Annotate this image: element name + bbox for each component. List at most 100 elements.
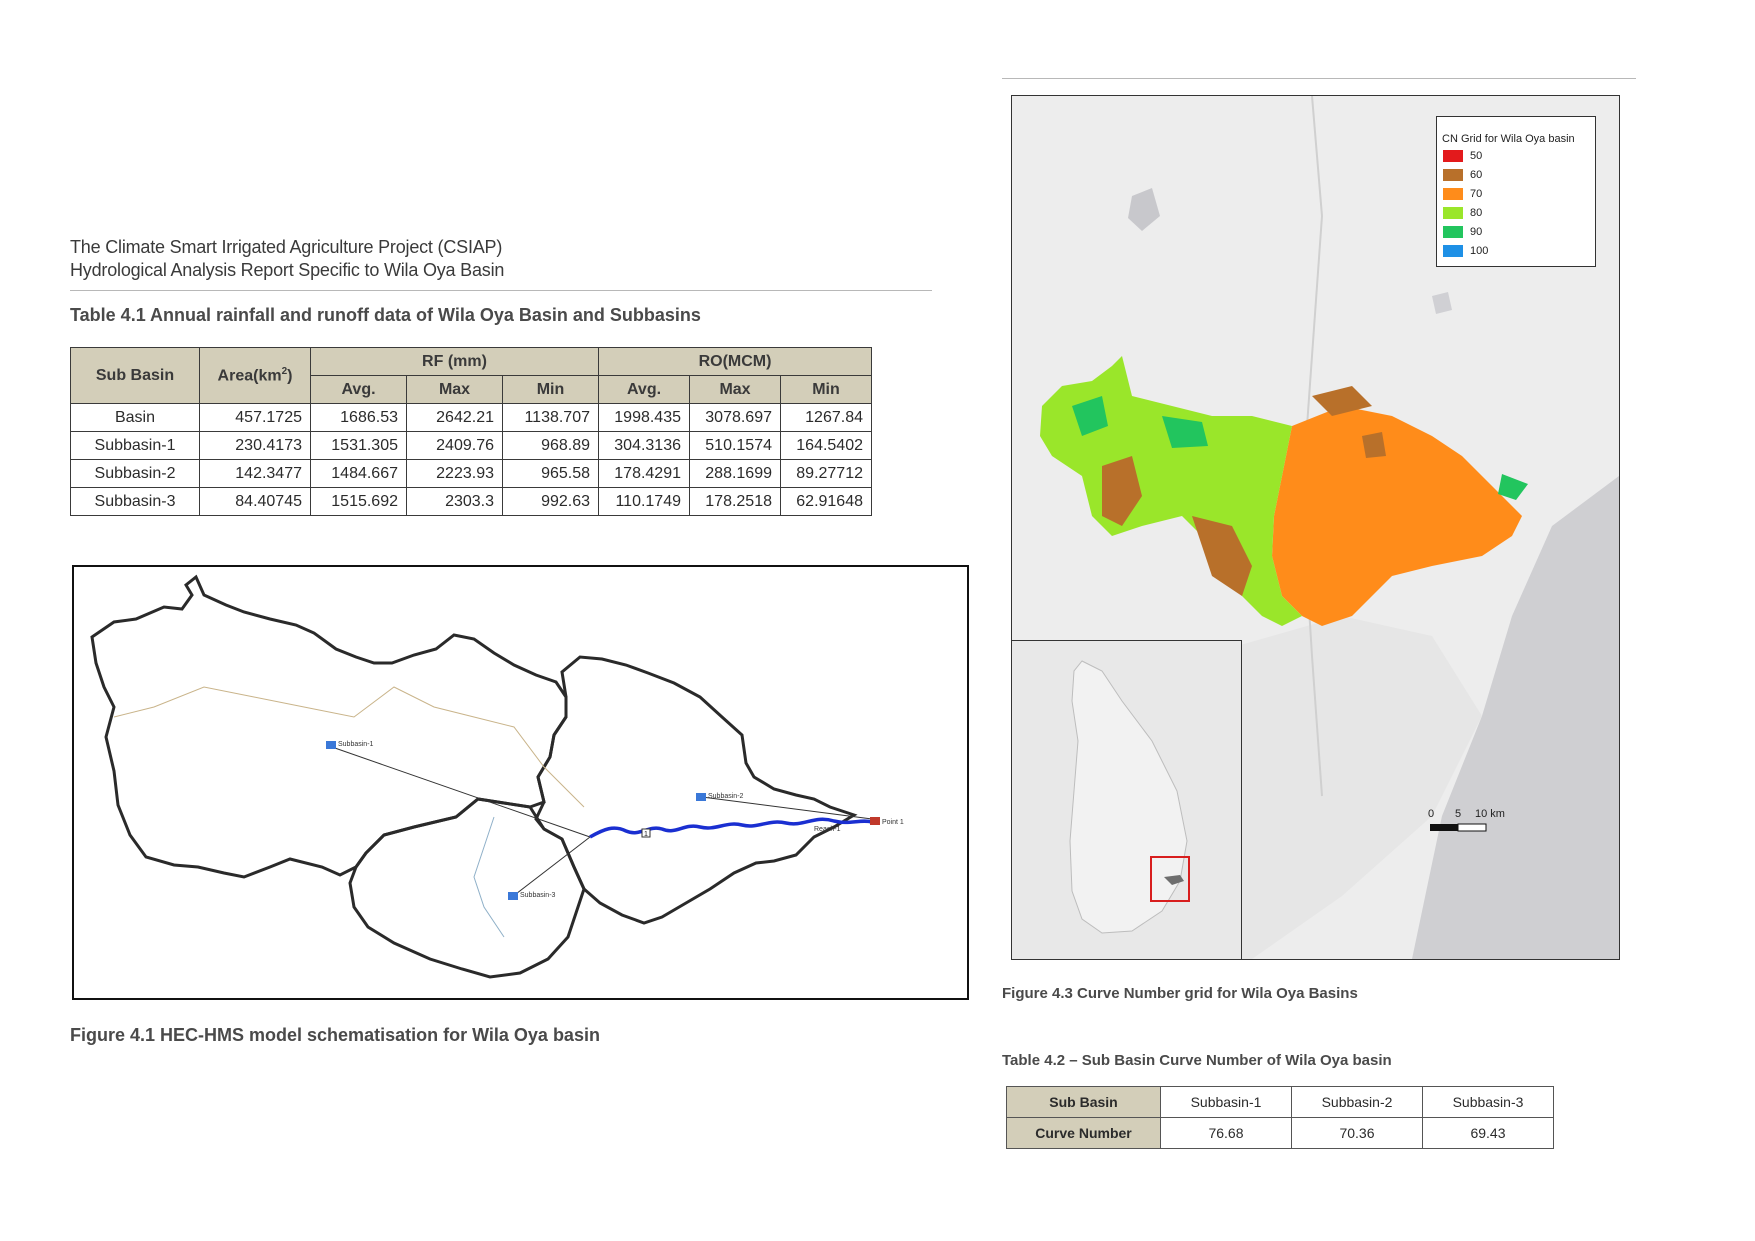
curve-number-header: Curve Number <box>1006 1117 1161 1149</box>
table-row: Basin 457.1725 1686.53 2642.21 1138.707 … <box>70 403 872 432</box>
report-subtitle: Hydrological Analysis Report Specific to… <box>70 260 505 280</box>
subbasin1-icon <box>326 741 336 749</box>
subbasin3-label: Subbasin-3 <box>520 892 556 899</box>
legend-label: 90 <box>1470 226 1483 238</box>
subbasin-name-cell: Subbasin-1 <box>1160 1086 1292 1118</box>
ro-min-header: Min <box>780 375 872 404</box>
sri-lanka-island <box>1069 660 1188 934</box>
hec-hms-schematic-svg: Subbasin-1 Subbasin-2 Subbasin-3 1 Reach… <box>90 574 904 979</box>
ro-max-cell: 178.2518 <box>689 487 781 516</box>
curve-number-cell: 76.68 <box>1160 1117 1292 1149</box>
ro-avg-cell: 178.4291 <box>598 459 690 488</box>
land-shade <box>1202 616 1482 959</box>
col-area: Area(km2) <box>199 347 311 404</box>
subbasin-name-cell: Subbasin-3 <box>1422 1086 1554 1118</box>
connector-subbasin1 <box>331 746 591 838</box>
table-row: Subbasin-2 142.3477 1484.667 2223.93 965… <box>70 459 872 488</box>
area-cell: 142.3477 <box>199 459 311 488</box>
stream-subbasin1 <box>113 686 585 808</box>
cn90-patch <box>1498 474 1528 500</box>
group-ro: RO(MCM) <box>598 347 872 376</box>
cn60-patch <box>1312 386 1372 416</box>
table-row: Sub Basin Subbasin-1 Subbasin-2 Subbasin… <box>1006 1086 1554 1118</box>
cn90-patch <box>1162 416 1208 448</box>
ro-avg-header: Avg. <box>598 375 690 404</box>
legend-swatch <box>1443 188 1463 200</box>
legend-label: 50 <box>1470 150 1483 162</box>
rf-min-cell: 1138.707 <box>502 403 599 432</box>
ro-max-cell: 510.1574 <box>689 431 781 460</box>
ro-avg-cell: 304.3136 <box>598 431 690 460</box>
area-cell: 457.1725 <box>199 403 311 432</box>
cn90-patch <box>1072 396 1108 436</box>
rf-avg-cell: 1515.692 <box>310 487 407 516</box>
outlet-label: Point 1 <box>882 819 904 826</box>
ro-max-header: Max <box>689 375 781 404</box>
curve-number-cell: 69.43 <box>1422 1117 1554 1149</box>
table-row: Curve Number 76.68 70.36 69.43 <box>1006 1117 1554 1149</box>
lake-shape <box>1128 188 1160 231</box>
inset-map-svg <box>1069 660 1190 934</box>
legend-label: 60 <box>1470 169 1483 181</box>
lake-shape <box>1432 292 1452 314</box>
area-cell: 230.4173 <box>199 431 311 460</box>
inset-basin <box>1164 875 1184 885</box>
cn60-patch <box>1192 516 1252 596</box>
cn60-patch <box>1102 456 1142 526</box>
reach-1-line <box>589 817 873 839</box>
header-rule <box>70 290 932 291</box>
ro-avg-cell: 110.1749 <box>598 487 690 516</box>
ro-min-cell: 164.5402 <box>780 431 872 460</box>
rf-max-cell: 2409.76 <box>406 431 503 460</box>
hec-hms-schematic-figure: Subbasin-1 Subbasin-2 Subbasin-3 1 Reach… <box>72 565 969 1000</box>
rf-max-cell: 2223.93 <box>406 459 503 488</box>
legend-title: CN Grid for Wila Oya basin <box>1442 133 1575 145</box>
scale-bar-black <box>1430 824 1458 831</box>
legend-swatch <box>1443 245 1463 257</box>
legend-swatch <box>1443 226 1463 238</box>
rf-min-cell: 968.89 <box>502 431 599 460</box>
sea-area <box>1412 476 1619 959</box>
sri-lanka-inset-map <box>1012 640 1242 959</box>
connector-subbasin3 <box>511 836 591 898</box>
area-cell: 84.40745 <box>199 487 311 516</box>
cn60-patch <box>1362 432 1386 458</box>
stream-subbasin3 <box>473 816 505 938</box>
scale-zero: 0 <box>1428 808 1435 820</box>
legend-label: 100 <box>1470 245 1489 257</box>
cn-grid-map-svg <box>1040 96 1619 959</box>
rf-min-cell: 992.63 <box>502 487 599 516</box>
subbasin1-boundary <box>90 574 568 879</box>
scale-mid: 5 <box>1455 808 1462 820</box>
sub-basin-header: Sub Basin <box>1006 1086 1161 1118</box>
legend-swatch <box>1443 150 1463 162</box>
subbasin-name-cell: Subbasin-2 <box>1291 1086 1423 1118</box>
row-name: Subbasin-1 <box>70 431 200 460</box>
report-title: The Climate Smart Irrigated Agriculture … <box>70 237 503 257</box>
table42-caption: Table 4.2 – Sub Basin Curve Number of Wi… <box>1002 1052 1392 1069</box>
curve-number-cell: 70.36 <box>1291 1117 1423 1149</box>
ro-min-cell: 62.91648 <box>780 487 872 516</box>
group-rf: RF (mm) <box>310 347 599 376</box>
ro-avg-cell: 1998.435 <box>598 403 690 432</box>
curve-number-table: Sub Basin Subbasin-1 Subbasin-2 Subbasin… <box>1006 1086 1554 1149</box>
table41-caption: Table 4.1 Annual rainfall and runoff dat… <box>70 305 701 325</box>
legend-label: 80 <box>1470 207 1483 219</box>
rf-avg-cell: 1531.305 <box>310 431 407 460</box>
basin-orange-zone <box>1272 406 1522 626</box>
ro-min-cell: 89.27712 <box>780 459 872 488</box>
cn-legend: CN Grid for Wila Oya basin 50 60 70 80 9… <box>1436 116 1596 267</box>
cn-grid-map: CN Grid for Wila Oya basin 50 60 70 80 9… <box>1011 95 1620 960</box>
row-name: Basin <box>70 403 200 432</box>
col-sub-basin: Sub Basin <box>70 347 200 404</box>
ro-min-cell: 1267.84 <box>780 403 872 432</box>
rf-avg-header: Avg. <box>310 375 407 404</box>
scale-bar-white <box>1457 823 1487 832</box>
subbasin3-icon <box>508 892 518 900</box>
subbasin3-boundary <box>348 797 586 979</box>
figure41-caption: Figure 4.1 HEC-HMS model schematisation … <box>70 1025 600 1045</box>
basin-green-zone <box>1040 356 1302 626</box>
figure43-caption: Figure 4.3 Curve Number grid for Wila Oy… <box>1002 985 1358 1002</box>
ro-max-cell: 3078.697 <box>689 403 781 432</box>
scale-end: 10 km <box>1475 808 1505 820</box>
